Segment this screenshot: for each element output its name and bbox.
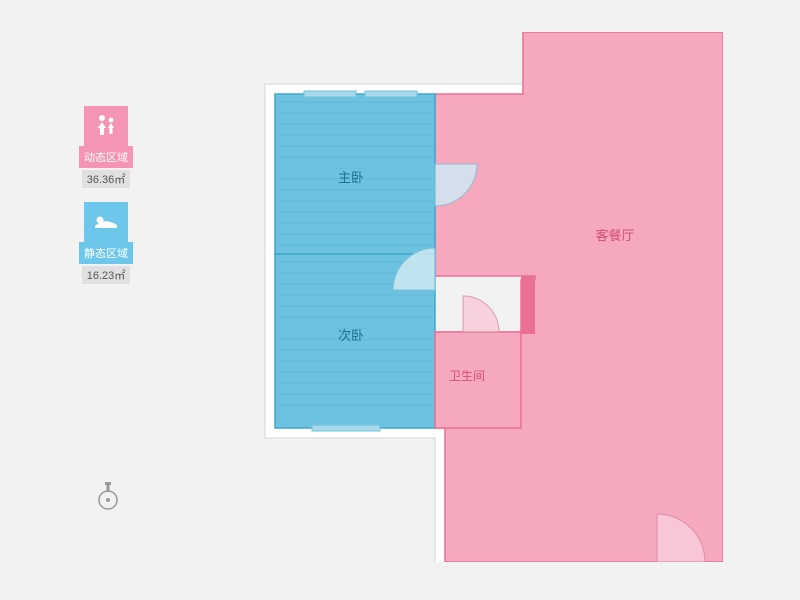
window-bar [304, 91, 356, 97]
window-bar [312, 425, 380, 431]
room-label-master: 主卧 [338, 170, 364, 185]
sleep-icon [84, 202, 128, 242]
door-arc [463, 296, 499, 332]
room-label-second: 次卧 [338, 328, 364, 343]
legend-item-static: 静态区域 16.23㎡ [76, 202, 136, 284]
interior-wall [521, 276, 535, 334]
legend-value-static: 16.23㎡ [82, 266, 130, 284]
room-label-bathroom: 卫生间 [449, 369, 485, 383]
floorplan: 客餐厅 主卧 次卧 卫生间 [257, 32, 723, 562]
legend-value-dynamic: 36.36㎡ [82, 170, 130, 188]
legend-item-dynamic: 动态区域 36.36㎡ [76, 106, 136, 188]
floorplan-svg: 客餐厅 主卧 次卧 卫生间 [257, 32, 723, 562]
room-label-living: 客餐厅 [595, 228, 634, 243]
window-bar [365, 91, 417, 97]
legend-panel: 动态区域 36.36㎡ 静态区域 16.23㎡ [76, 106, 136, 298]
room-living-dining [435, 32, 723, 562]
legend-label-static: 静态区域 [79, 242, 133, 264]
people-icon [84, 106, 128, 146]
compass-icon [94, 480, 122, 508]
legend-label-dynamic: 动态区域 [79, 146, 133, 168]
